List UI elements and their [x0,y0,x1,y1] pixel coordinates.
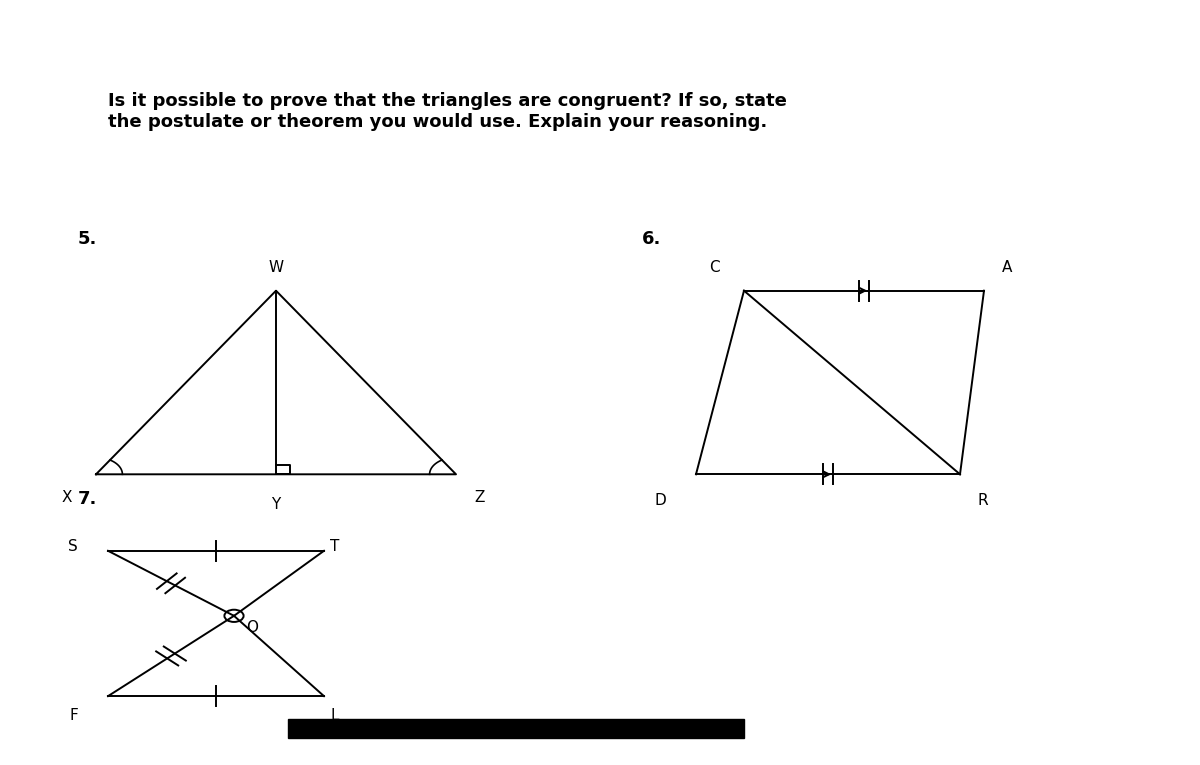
Text: F: F [70,708,78,723]
Text: Z: Z [474,490,485,505]
Text: 7.: 7. [78,490,97,508]
Text: D: D [654,493,666,509]
Text: A: A [1002,260,1013,275]
Text: Y: Y [271,497,281,513]
Text: X: X [61,490,72,505]
Text: S: S [68,539,78,555]
Text: W: W [269,260,283,275]
Text: 5.: 5. [78,230,97,248]
Text: O: O [246,620,258,635]
Text: L: L [330,708,338,723]
Text: C: C [709,260,720,275]
Text: R: R [978,493,989,509]
Text: 6.: 6. [642,230,661,248]
Bar [288,719,744,738]
Text: Is it possible to prove that the triangles are congruent? If so, state
the postu: Is it possible to prove that the triangl… [108,92,787,131]
Text: T: T [330,539,340,555]
